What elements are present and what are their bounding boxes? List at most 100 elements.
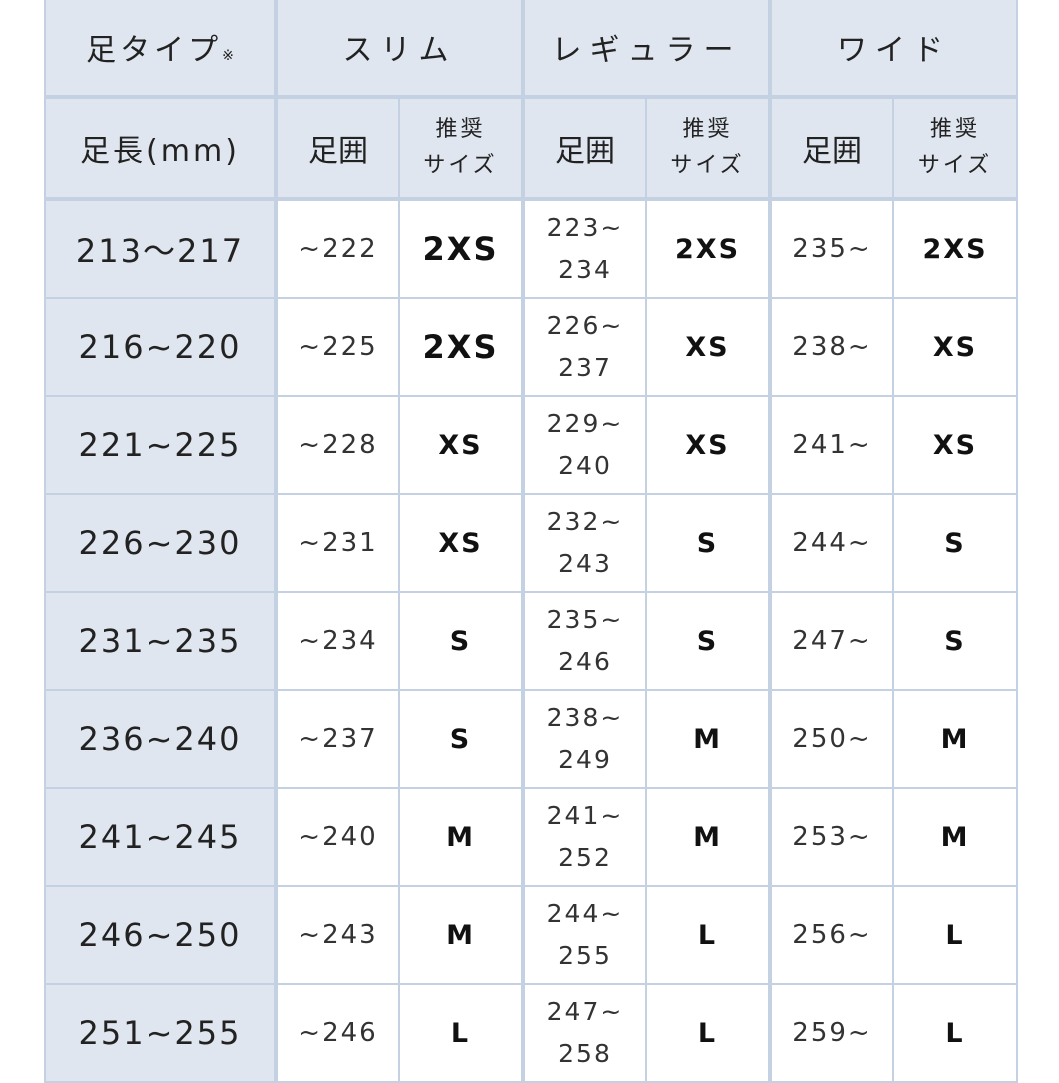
regular-circumference-to: 249 — [558, 745, 612, 774]
size-chart-table: 足タイプ※ スリム レギュラー ワイド 足長(mm) 足囲 推奨サイズ 足囲 推… — [44, 0, 1018, 1083]
wide-size-cell: M — [892, 689, 1018, 789]
foot-length-cell: 251~255 — [44, 983, 277, 1083]
table-row: 241~245 ~240 M 241~ 252 M 253~ M — [44, 787, 1018, 887]
table-row: 213～217 ~222 2XS 223~ 234 2XS 235~ 2XS — [44, 197, 1018, 299]
recommended-label: 推奨 — [435, 117, 486, 142]
regular-circumference-from: 223~ — [546, 213, 624, 242]
regular-circumference-to: 246 — [558, 647, 612, 676]
recommended-label: 推奨 — [929, 117, 980, 142]
slim-circumference-cell: ~243 — [274, 885, 400, 985]
wide-circumference-cell: 238~ — [768, 297, 894, 397]
wide-circumference-cell: 256~ — [768, 885, 894, 985]
table-row: 236~240 ~237 S 238~ 249 M 250~ M — [44, 689, 1018, 789]
slim-size-cell: M — [398, 787, 524, 887]
table-row: 226~230 ~231 XS 232~ 243 S 244~ S — [44, 493, 1018, 593]
regular-size-cell: S — [645, 591, 771, 691]
regular-size-cell: M — [645, 689, 771, 789]
regular-circumference-cell: 226~ 237 — [521, 297, 647, 397]
slim-circumference-cell: ~234 — [274, 591, 400, 691]
circumference-header: 足囲 — [521, 95, 647, 200]
regular-circumference-to: 234 — [558, 255, 612, 284]
slim-circumference-cell: ~246 — [274, 983, 400, 1083]
group-header-row: 足タイプ※ スリム レギュラー ワイド — [44, 0, 1018, 98]
group-regular: レギュラー — [521, 0, 771, 98]
wide-size-cell: L — [892, 885, 1018, 985]
size-label: サイズ — [670, 153, 745, 178]
wide-circumference-cell: 250~ — [768, 689, 894, 789]
slim-size-cell: XS — [398, 493, 524, 593]
recommended-size-header: 推奨 サイズ — [645, 95, 771, 200]
regular-circumference-from: 247~ — [546, 997, 624, 1026]
regular-circumference-to: 255 — [558, 941, 612, 970]
recommended-label: 推奨 — [682, 117, 733, 142]
slim-size-cell: M — [398, 885, 524, 985]
foot-type-label: 足タイプ — [86, 32, 223, 68]
slim-size-cell: XS — [398, 395, 524, 495]
slim-circumference-cell: ~240 — [274, 787, 400, 887]
regular-circumference-to: 258 — [558, 1039, 612, 1068]
regular-circumference-cell: 244~ 255 — [521, 885, 647, 985]
regular-size-cell: XS — [645, 395, 771, 495]
wide-circumference-cell: 244~ — [768, 493, 894, 593]
regular-size-cell: L — [645, 983, 771, 1083]
group-slim: スリム — [274, 0, 524, 98]
recommended-size-header: 推奨 サイズ — [398, 95, 524, 200]
foot-type-note: ※ — [222, 47, 234, 64]
wide-size-cell: XS — [892, 297, 1018, 397]
regular-circumference-to: 237 — [558, 353, 612, 382]
foot-length-cell: 236~240 — [44, 689, 277, 789]
wide-circumference-cell: 259~ — [768, 983, 894, 1083]
regular-size-cell: XS — [645, 297, 771, 397]
regular-circumference-from: 238~ — [546, 703, 624, 732]
wide-circumference-cell: 247~ — [768, 591, 894, 691]
foot-length-cell: 246~250 — [44, 885, 277, 985]
regular-size-cell: M — [645, 787, 771, 887]
recommended-size-header: 推奨 サイズ — [892, 95, 1018, 200]
wide-size-cell: L — [892, 983, 1018, 1083]
slim-circumference-cell: ~231 — [274, 493, 400, 593]
group-wide: ワイド — [768, 0, 1018, 98]
regular-circumference-cell: 235~ 246 — [521, 591, 647, 691]
foot-type-header: 足タイプ※ — [44, 0, 277, 98]
foot-length-header: 足長(mm) — [44, 95, 277, 200]
wide-circumference-cell: 235~ — [768, 197, 894, 299]
foot-length-cell: 216~220 — [44, 297, 277, 397]
slim-size-cell: S — [398, 689, 524, 789]
slim-circumference-cell: ~237 — [274, 689, 400, 789]
wide-size-cell: S — [892, 591, 1018, 691]
foot-length-cell: 226~230 — [44, 493, 277, 593]
wide-size-cell: XS — [892, 395, 1018, 495]
regular-circumference-cell: 238~ 249 — [521, 689, 647, 789]
regular-circumference-cell: 229~ 240 — [521, 395, 647, 495]
circumference-header: 足囲 — [768, 95, 894, 200]
slim-size-cell: S — [398, 591, 524, 691]
table-row: 221~225 ~228 XS 229~ 240 XS 241~ XS — [44, 395, 1018, 495]
size-label: サイズ — [917, 153, 993, 178]
slim-circumference-cell: ~222 — [274, 197, 400, 299]
size-label: サイズ — [423, 153, 498, 178]
regular-circumference-to: 240 — [558, 451, 612, 480]
table-row: 231~235 ~234 S 235~ 246 S 247~ S — [44, 591, 1018, 691]
regular-circumference-to: 252 — [558, 843, 612, 872]
sub-header-row: 足長(mm) 足囲 推奨サイズ 足囲 推奨サイズ 足囲 推奨サイズ — [44, 95, 1018, 200]
slim-size-cell: L — [398, 983, 524, 1083]
wide-circumference-cell: 241~ — [768, 395, 894, 495]
regular-circumference-cell: 232~ 243 — [521, 493, 647, 593]
slim-size-cell: 2XS — [398, 197, 524, 299]
table-row: 216~220 ~225 2XS 226~ 237 XS 238~ XS — [44, 297, 1018, 397]
regular-size-cell: L — [645, 885, 771, 985]
wide-circumference-cell: 253~ — [768, 787, 894, 887]
table-row: 251~255 ~246 L 247~ 258 L 259~ L — [44, 983, 1018, 1083]
regular-circumference-from: 232~ — [546, 507, 624, 536]
regular-circumference-from: 226~ — [546, 311, 624, 340]
regular-size-cell: S — [645, 493, 771, 593]
regular-size-cell: 2XS — [645, 197, 771, 299]
slim-circumference-cell: ~228 — [274, 395, 400, 495]
circumference-header: 足囲 — [274, 95, 400, 200]
regular-circumference-cell: 223~ 234 — [521, 197, 647, 299]
table-row: 246~250 ~243 M 244~ 255 L 256~ L — [44, 885, 1018, 985]
regular-circumference-cell: 247~ 258 — [521, 983, 647, 1083]
wide-size-cell: 2XS — [892, 197, 1018, 299]
foot-length-cell: 231~235 — [44, 591, 277, 691]
regular-circumference-cell: 241~ 252 — [521, 787, 647, 887]
